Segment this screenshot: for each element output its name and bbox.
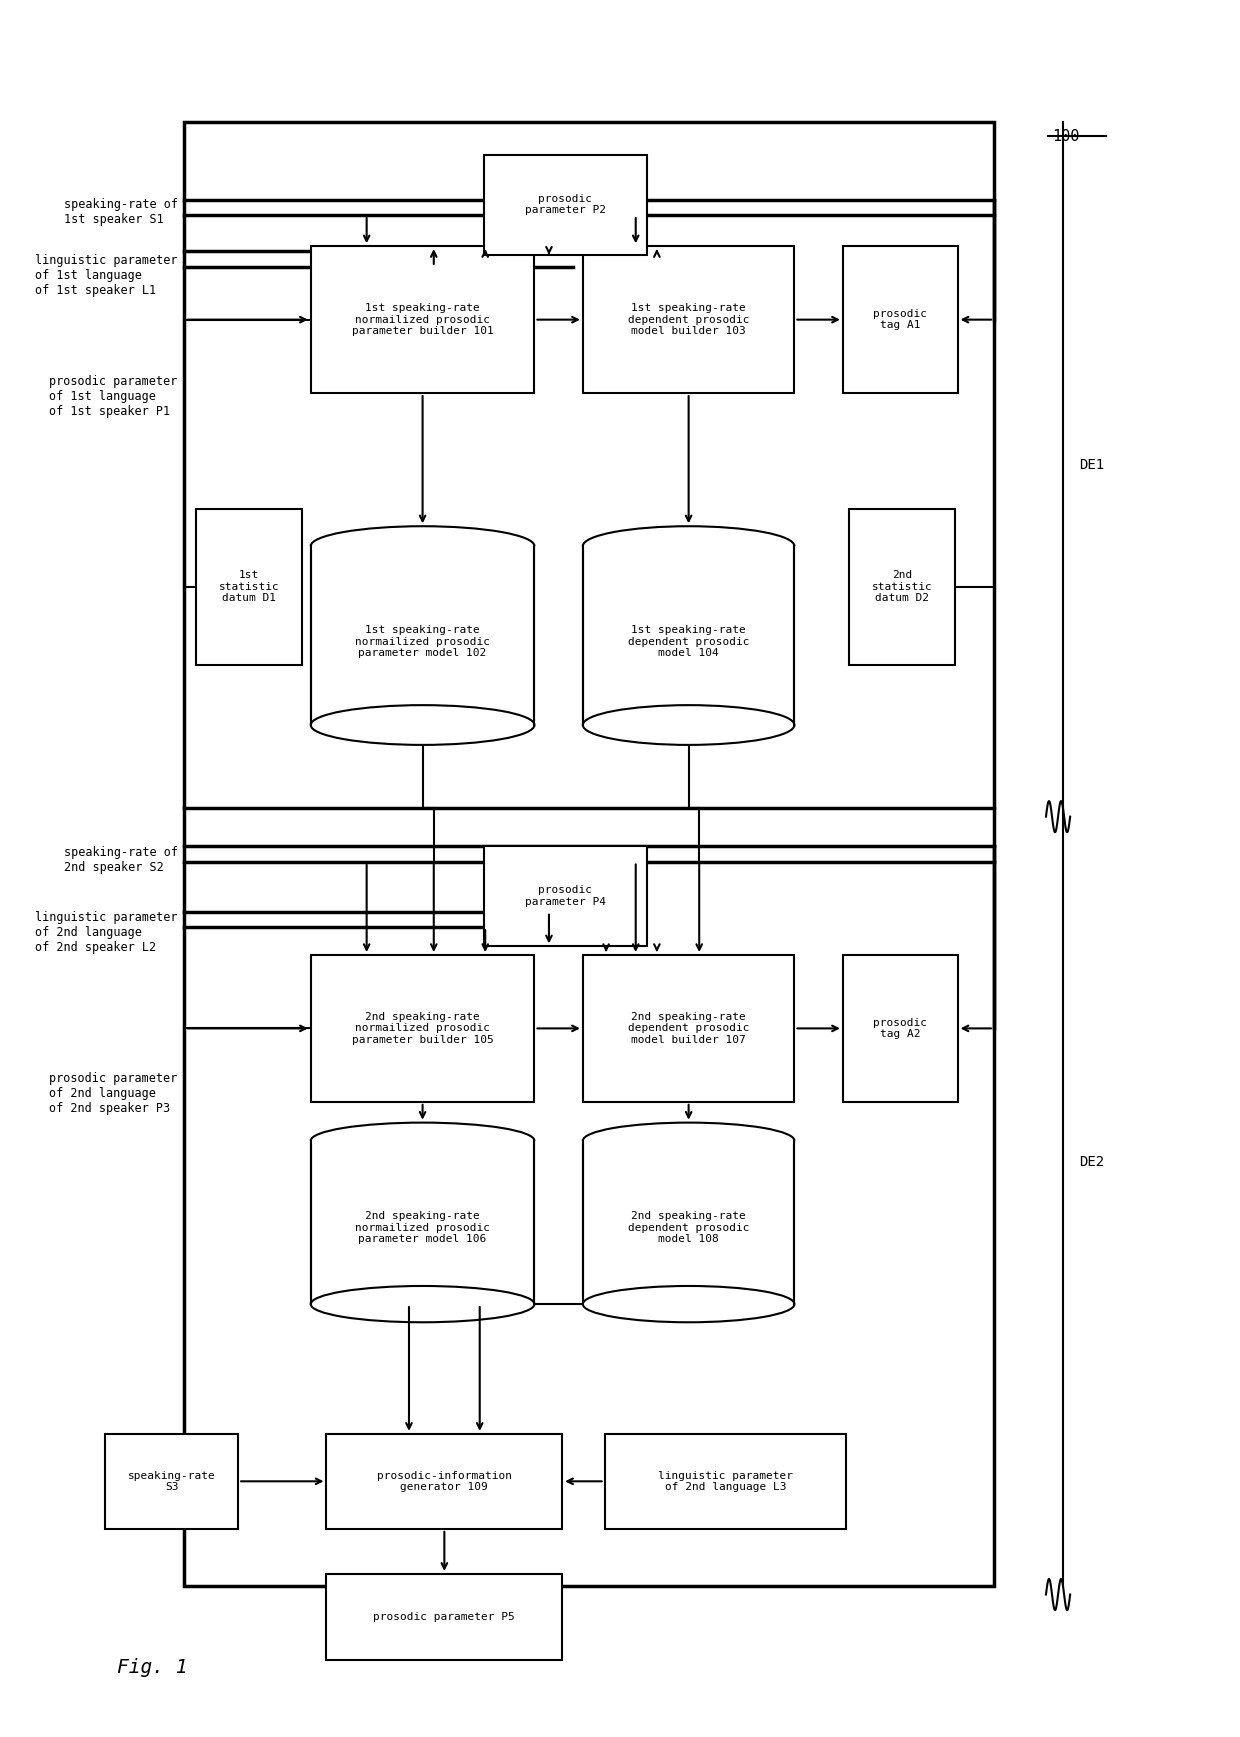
Ellipse shape [583, 705, 795, 745]
Bar [843, 247, 957, 393]
Bar [583, 545, 795, 724]
Text: 2nd speaking-rate
normailized prosodic
parameter model 106: 2nd speaking-rate normailized prosodic p… [355, 1211, 490, 1244]
Text: linguistic parameter
of 2nd language L3: linguistic parameter of 2nd language L3 [658, 1471, 794, 1492]
Ellipse shape [583, 1285, 795, 1322]
Bar [311, 1141, 534, 1304]
Text: prosodic
tag A2: prosodic tag A2 [873, 1018, 928, 1039]
Ellipse shape [583, 526, 795, 566]
Text: prosodic-information
generator 109: prosodic-information generator 109 [377, 1471, 512, 1492]
Bar [311, 1120, 534, 1143]
Text: prosodic
parameter P4: prosodic parameter P4 [525, 886, 606, 907]
Text: 1st speaking-rate
dependent prosodic
model 104: 1st speaking-rate dependent prosodic mod… [627, 625, 749, 658]
Text: DE2: DE2 [1079, 1155, 1104, 1169]
Bar [484, 155, 647, 255]
Text: prosodic
tag A1: prosodic tag A1 [873, 309, 928, 330]
Ellipse shape [311, 705, 534, 745]
Bar [311, 525, 534, 547]
Text: 1st speaking-rate
normailized prosodic
parameter model 102: 1st speaking-rate normailized prosodic p… [355, 625, 490, 658]
Bar [849, 509, 955, 665]
Bar [583, 1141, 795, 1304]
Text: 100: 100 [1052, 129, 1079, 144]
Text: speaking-rate of
1st speaker S1: speaking-rate of 1st speaker S1 [63, 198, 177, 226]
Text: DE1: DE1 [1079, 459, 1104, 472]
Text: linguistic parameter
of 2nd language
of 2nd speaker L2: linguistic parameter of 2nd language of … [35, 910, 177, 954]
Bar [583, 247, 795, 393]
Text: speaking-rate
S3: speaking-rate S3 [128, 1471, 216, 1492]
Bar [105, 1433, 238, 1529]
Bar [843, 955, 957, 1101]
Ellipse shape [311, 526, 534, 566]
Text: 1st speaking-rate
normailized prosodic
parameter builder 101: 1st speaking-rate normailized prosodic p… [352, 302, 494, 337]
Bar [311, 955, 534, 1101]
Bar [326, 1574, 562, 1661]
Bar [583, 525, 795, 547]
Bar [311, 545, 534, 724]
Text: Fig. 1: Fig. 1 [118, 1657, 187, 1676]
Bar [583, 1120, 795, 1143]
Bar [605, 1433, 847, 1529]
Bar [311, 247, 534, 393]
Text: prosodic parameter
of 1st language
of 1st speaker P1: prosodic parameter of 1st language of 1s… [50, 375, 177, 419]
Text: linguistic parameter
of 1st language
of 1st speaker L1: linguistic parameter of 1st language of … [35, 254, 177, 297]
Bar [583, 955, 795, 1101]
Ellipse shape [583, 1122, 795, 1159]
Text: 2nd speaking-rate
dependent prosodic
model 108: 2nd speaking-rate dependent prosodic mod… [627, 1211, 749, 1244]
Text: prosodic parameter P5: prosodic parameter P5 [373, 1612, 516, 1622]
Bar [196, 509, 303, 665]
Text: 1st speaking-rate
dependent prosodic
model builder 103: 1st speaking-rate dependent prosodic mod… [627, 302, 749, 337]
Ellipse shape [311, 1285, 534, 1322]
Text: 2nd speaking-rate
dependent prosodic
model builder 107: 2nd speaking-rate dependent prosodic mod… [627, 1011, 749, 1046]
Text: prosodic
parameter P2: prosodic parameter P2 [525, 195, 606, 215]
Text: speaking-rate of
2nd speaker S2: speaking-rate of 2nd speaker S2 [63, 846, 177, 874]
Text: 2nd
statistic
datum D2: 2nd statistic datum D2 [872, 570, 932, 603]
Ellipse shape [311, 1122, 534, 1159]
Bar [326, 1433, 562, 1529]
Text: 2nd speaking-rate
normailized prosodic
parameter builder 105: 2nd speaking-rate normailized prosodic p… [352, 1011, 494, 1046]
Bar [184, 122, 994, 1586]
Bar [484, 846, 647, 947]
Text: prosodic parameter
of 2nd language
of 2nd speaker P3: prosodic parameter of 2nd language of 2n… [50, 1072, 177, 1115]
Text: 1st
statistic
datum D1: 1st statistic datum D1 [218, 570, 279, 603]
